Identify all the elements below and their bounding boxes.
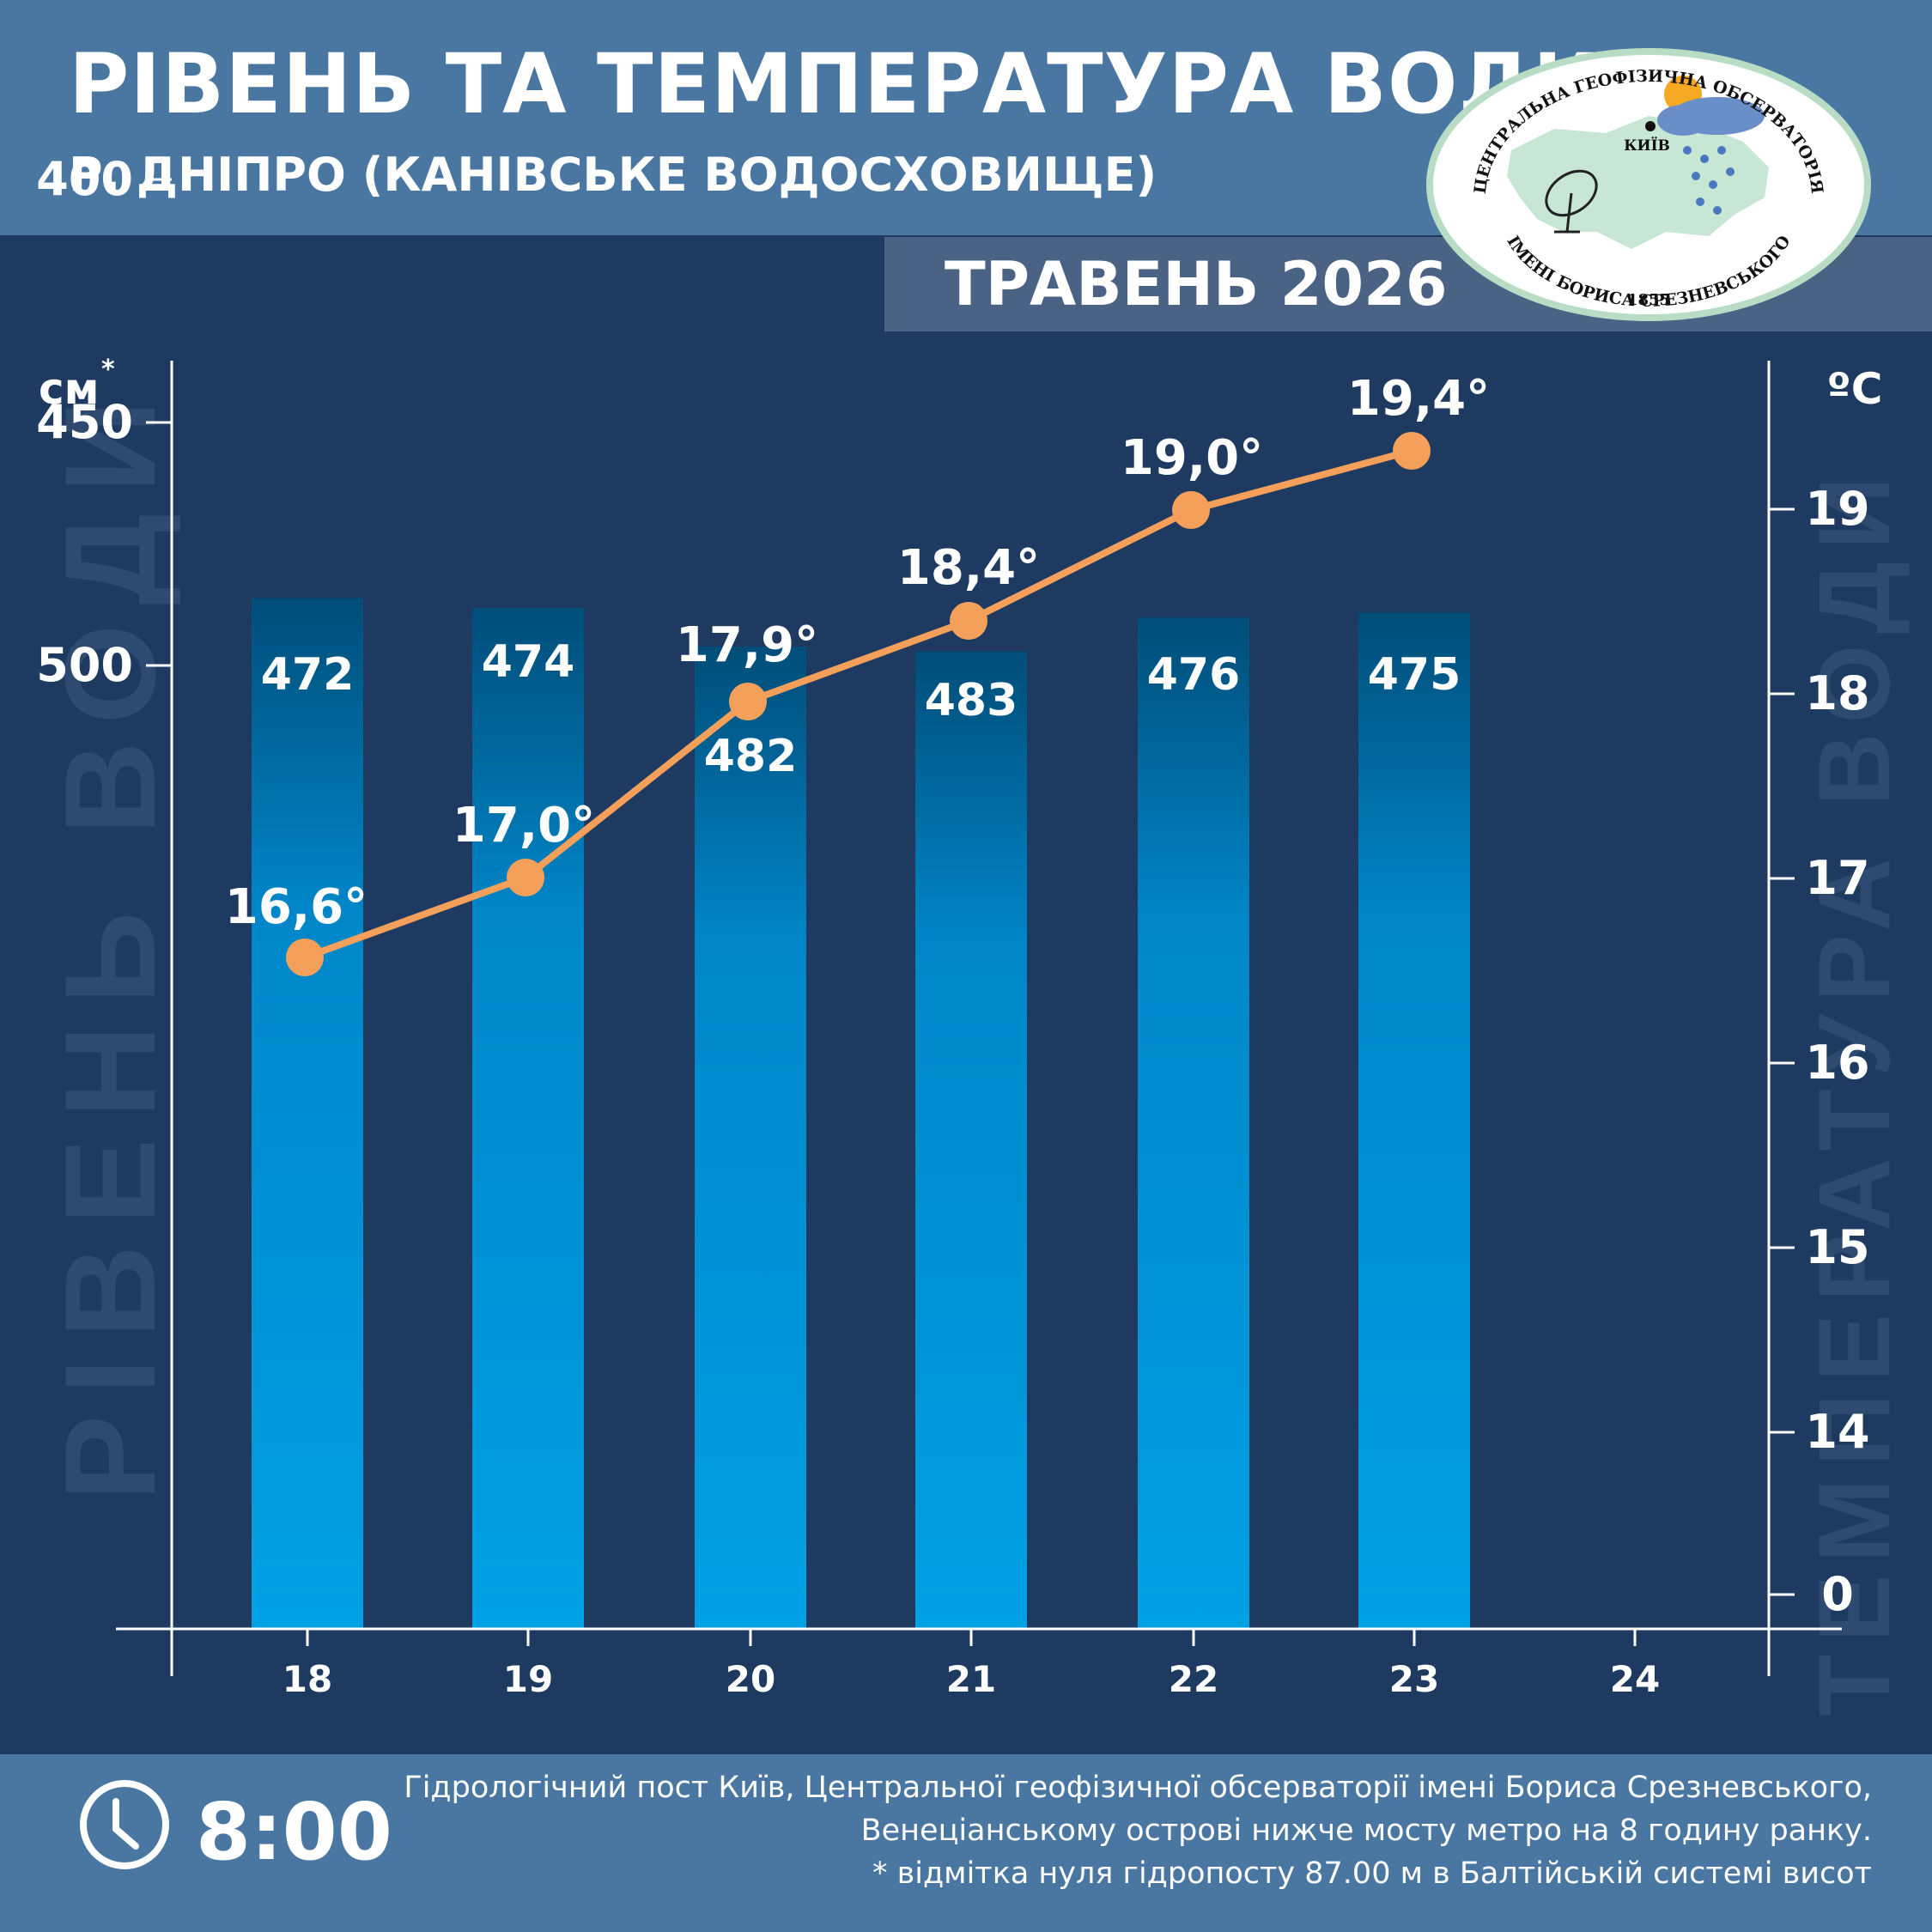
footer-note-line-2: Венеціанському острові нижче мосту метро… — [860, 1814, 1872, 1848]
left-axis-unit: см — [39, 364, 100, 414]
temperature-point — [1172, 491, 1210, 529]
kyiv-dot — [1645, 121, 1656, 131]
level-bar — [1138, 617, 1249, 1630]
left-axis-unit-sup: * — [101, 355, 115, 385]
right-tick-label: 16 — [1805, 1036, 1869, 1090]
bars-layer — [252, 598, 1470, 1630]
temperature-point — [507, 859, 544, 896]
right-tick-label: 19 — [1805, 482, 1869, 536]
temperature-point — [286, 939, 324, 976]
x-tick-label: 18 — [283, 1658, 332, 1700]
temperature-value-label: 19,4° — [1347, 371, 1490, 427]
temperature-line — [303, 447, 1413, 961]
right-tick-label: 0 — [1821, 1567, 1854, 1621]
right-tick-label: 14 — [1805, 1405, 1869, 1459]
temperature-value-label: 18,4° — [897, 540, 1040, 596]
level-value-label: 474 — [482, 636, 575, 688]
level-value-label: 482 — [704, 731, 798, 782]
axes-layer: 350400450500см*0141516171819ºС1819202122… — [36, 152, 1883, 1700]
satellite-dish-icon — [1545, 169, 1598, 234]
logo-city: КИЇВ — [1624, 137, 1670, 155]
temperature-value-label: 17,9° — [676, 617, 818, 673]
left-watermark: РІВЕНЬ ВОДИ — [38, 380, 182, 1501]
temperature-point — [729, 683, 767, 720]
x-tick-label: 19 — [503, 1658, 553, 1700]
temperature-value-label: 19,0° — [1121, 430, 1263, 486]
x-tick-label: 22 — [1169, 1658, 1218, 1700]
temperature-point — [950, 602, 987, 640]
page-title: РІВЕНЬ ТА ТЕМПЕРАТУРА ВОДИ — [69, 36, 1603, 132]
temperature-value-label: 17,0° — [453, 798, 595, 854]
level-bar — [252, 598, 363, 1629]
level-bar — [915, 651, 1027, 1629]
footer-band — [0, 1754, 1932, 1932]
level-bar — [695, 647, 806, 1629]
right-tick-label: 18 — [1805, 666, 1869, 720]
left-tick-label: 400 — [36, 152, 133, 206]
x-tick-label: 23 — [1389, 1658, 1439, 1700]
level-bar — [1358, 612, 1470, 1629]
level-value-label: 472 — [261, 649, 355, 701]
level-value-label: 483 — [925, 675, 1018, 726]
footer-note-line-3: * відмітка нуля гідропосту 87.00 м в Бал… — [872, 1856, 1872, 1891]
footer-note-line-1: Гідрологічний пост Київ, Центральної гео… — [404, 1771, 1872, 1805]
level-bar — [472, 607, 584, 1629]
right-watermark: ТЕМПЕРАТУРА ВОДИ — [1798, 465, 1911, 1716]
left-tick-label: 450 — [36, 395, 133, 449]
ukraine-map-icon — [1507, 116, 1769, 249]
temperature-value-label: 16,6° — [225, 879, 368, 935]
rain-drops-icon — [1683, 146, 1735, 215]
right-tick-label: 17 — [1805, 851, 1869, 905]
temperature-line-layer — [286, 432, 1431, 976]
level-value-label: 475 — [1368, 649, 1461, 701]
x-tick-label: 20 — [726, 1658, 775, 1700]
observation-time: 8:00 — [196, 1786, 392, 1878]
x-tick-label: 24 — [1610, 1658, 1660, 1700]
right-axis-unit: ºС — [1827, 364, 1883, 414]
clock-icon — [80, 1780, 169, 1869]
level-value-label: 476 — [1147, 649, 1241, 701]
observatory-logo: КИЇВ ЦЕНТРАЛЬНА ГЕОФІЗИЧНА ОБСЕРВАТОРІЯ … — [1426, 48, 1871, 321]
x-tick-label: 21 — [946, 1658, 996, 1700]
page-subtitle: Р. ДНІПРО (КАНІВСЬКЕ ВОДОСХОВИЩЕ) — [69, 148, 1157, 202]
labels-layer: 472 474 482 483 476 475 16,6° 17,0° 17,9° 18,4° 19… — [225, 371, 1490, 935]
logo-year: 1855 — [1627, 291, 1670, 309]
month-label: ТРАВЕНЬ 2026 — [945, 249, 1448, 319]
left-tick-label: 500 — [36, 638, 133, 692]
temperature-point — [1393, 432, 1431, 470]
right-tick-label: 15 — [1805, 1220, 1869, 1274]
